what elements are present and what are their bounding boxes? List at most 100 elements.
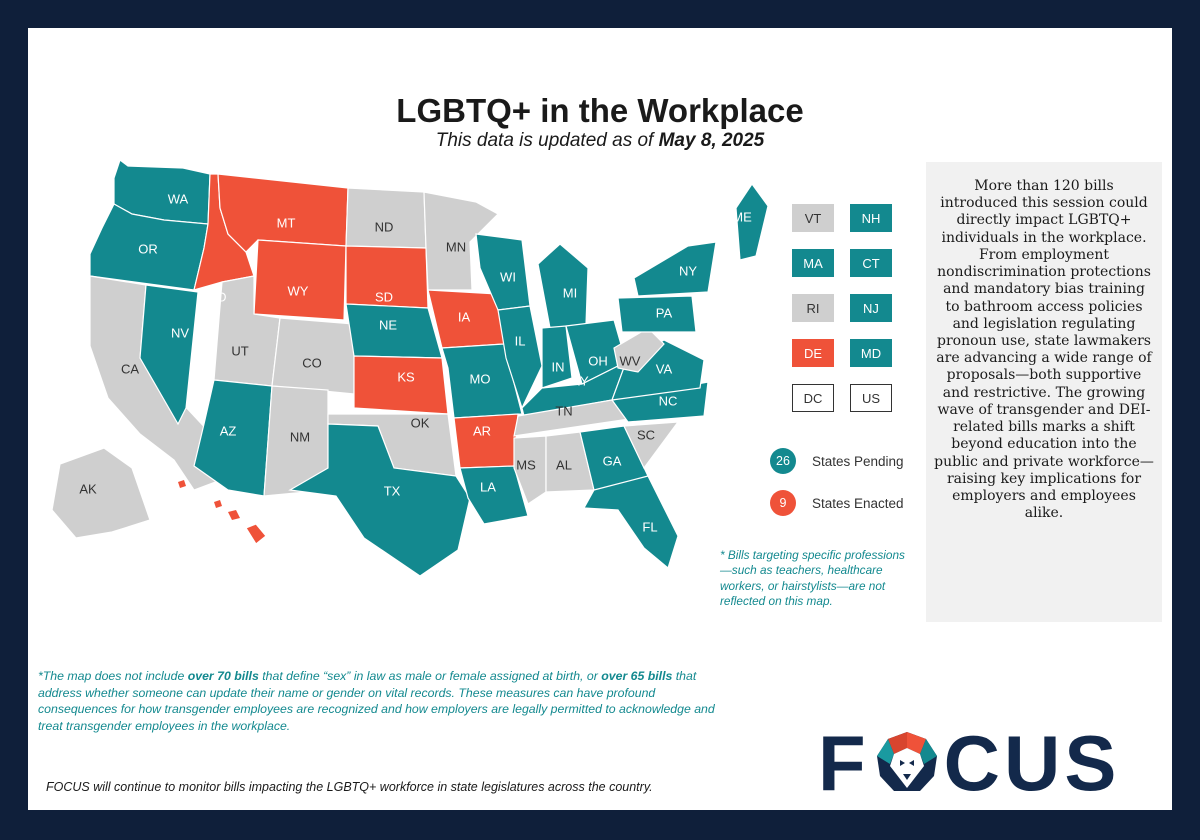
footnote-bold-1: over 70 bills [187, 669, 259, 683]
state-wy [253, 239, 347, 321]
state-label-ar: AR [473, 423, 491, 438]
focus-logo: F CUS [818, 718, 1120, 808]
state-label-la: LA [480, 479, 496, 494]
state-label-sd: SD [375, 289, 393, 304]
legend-enacted: 9 States Enacted [770, 490, 904, 516]
state-label-ky: KY [571, 373, 589, 388]
state-label-ut: UT [231, 343, 248, 358]
footnote-bold-2: over 65 bills [601, 669, 673, 683]
small-state-vt: VT [792, 204, 834, 232]
state-label-ga: GA [603, 453, 622, 468]
state-ks [353, 355, 449, 415]
state-la [459, 465, 529, 525]
small-state-ri: RI [792, 294, 834, 322]
state-label-me: ME [732, 209, 752, 224]
state-label-nm: NM [290, 429, 310, 444]
state-label-wi: WI [500, 269, 516, 284]
state-label-mn: MN [446, 239, 466, 254]
footnote-text-3: that address whether someone can update … [38, 669, 715, 733]
state-mn [423, 191, 499, 291]
state-label-ne: NE [379, 317, 397, 332]
legend-enacted-count: 9 [770, 490, 796, 516]
small-state-md: MD [850, 339, 892, 367]
state-label-wv: WV [620, 353, 641, 368]
state-label-fl: FL [642, 519, 657, 534]
small-state-dc: DC [792, 384, 834, 412]
small-state-nh: NH [850, 204, 892, 232]
state-label-il: IL [515, 333, 526, 348]
state-label-wa: WA [168, 191, 189, 206]
monitor-statement: FOCUS will continue to monitor bills imp… [46, 780, 653, 794]
state-label-co: CO [302, 355, 322, 370]
lion-head-icon [876, 732, 937, 791]
state-ar [453, 413, 519, 469]
page-subtitle: This data is updated as of May 8, 2025 [28, 130, 1172, 152]
footnote-text-2: that define “sex” in law as male or fema… [258, 669, 602, 683]
state-label-ak: AK [79, 481, 97, 496]
state-tx [288, 423, 471, 577]
state-ak [51, 447, 151, 539]
state-label-hi: HI [266, 527, 279, 542]
state-label-mo: MO [470, 371, 491, 386]
state-label-va: VA [656, 361, 673, 376]
state-label-oh: OH [588, 353, 608, 368]
state-label-tx: TX [384, 483, 401, 498]
small-state-ma: MA [792, 249, 834, 277]
state-label-ok: OK [411, 415, 430, 430]
state-mi [537, 243, 589, 329]
small-state-nj: NJ [850, 294, 892, 322]
state-label-wy: WY [288, 283, 309, 298]
state-pa [617, 295, 697, 333]
state-label-ms: MS [516, 457, 536, 472]
state-ny [633, 241, 717, 297]
state-sc [623, 421, 680, 470]
state-il [497, 305, 543, 410]
legend-pending: 26 States Pending [770, 448, 904, 474]
state-label-nv: NV [171, 325, 189, 340]
state-label-ks: KS [397, 369, 415, 384]
subtitle-date: May 8, 2025 [658, 130, 765, 151]
logo-letters-cus: CUS [943, 718, 1121, 807]
legend-pending-label: States Pending [812, 453, 904, 469]
state-nd [345, 187, 427, 249]
state-nv [139, 284, 199, 426]
state-label-id: ID [214, 289, 227, 304]
summary-panel: More than 120 bills introduced this sess… [926, 162, 1162, 622]
small-state-ct: CT [850, 249, 892, 277]
state-in [541, 325, 573, 389]
state-mt [217, 173, 349, 253]
state-label-ny: NY [679, 263, 697, 278]
state-label-nd: ND [375, 219, 394, 234]
state-label-tn: TN [555, 403, 572, 418]
state-ms [513, 435, 547, 505]
state-label-in: IN [552, 359, 565, 374]
map-footnote: *The map does not include over 70 bills … [38, 668, 728, 734]
state-label-or: OR [138, 241, 158, 256]
hawaii-island [214, 500, 222, 508]
hawaii-island [228, 510, 240, 520]
logo-letter-f: F [818, 718, 870, 807]
state-label-mi: MI [563, 285, 577, 300]
state-label-al: AL [556, 457, 572, 472]
legend-pending-count: 26 [770, 448, 796, 474]
state-label-ia: IA [458, 309, 471, 324]
legend-enacted-label: States Enacted [812, 495, 904, 511]
infographic-card: LGBTQ+ in the Workplace This data is upd… [28, 28, 1172, 810]
small-state-de: DE [792, 339, 834, 367]
state-me [735, 182, 768, 261]
state-label-pa: PA [656, 305, 673, 320]
state-label-nc: NC [659, 393, 678, 408]
state-label-sc: SC [637, 427, 655, 442]
page-title: LGBTQ+ in the Workplace [396, 92, 804, 129]
state-hi [245, 523, 267, 545]
small-state-us: US [850, 384, 892, 412]
professions-note: * Bills targeting specific professions—s… [720, 548, 905, 608]
hawaii-island [178, 480, 186, 488]
subtitle-prefix: This data is updated as of [435, 130, 654, 151]
state-fl [583, 475, 679, 570]
state-label-ca: CA [121, 361, 139, 376]
footnote-text-1: *The map does not include [38, 669, 188, 683]
us-map: WA OR CA NV ID MT WY UT AZ CO NM ND SD NE KS OK TX MN IA MO… [51, 159, 768, 577]
state-label-az: AZ [220, 423, 237, 438]
state-label-mt: MT [277, 215, 296, 230]
